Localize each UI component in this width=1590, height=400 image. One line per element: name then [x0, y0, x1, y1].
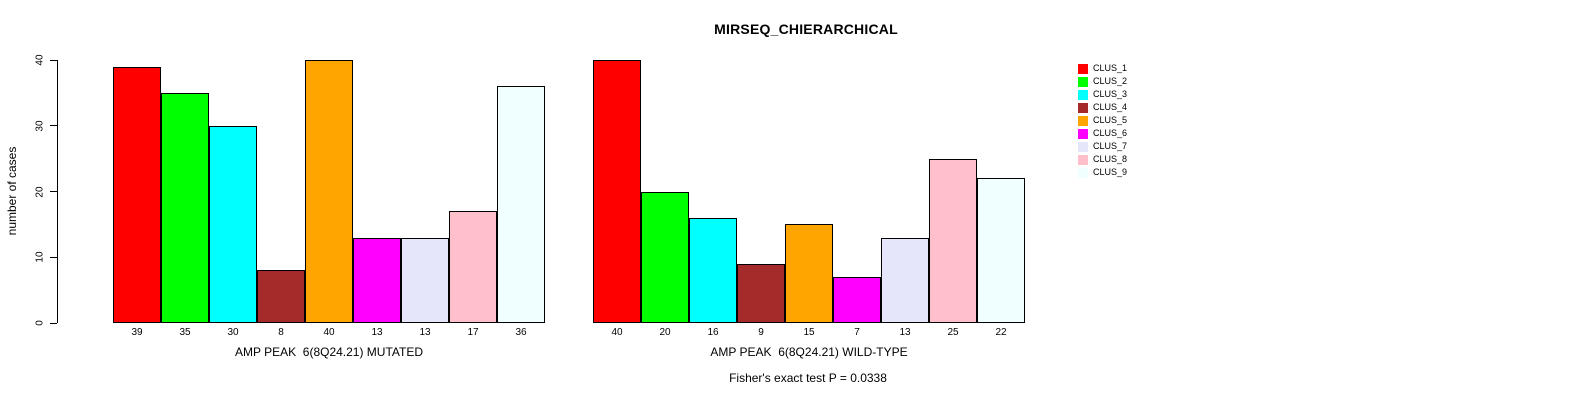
- legend-label: CLUS_1: [1093, 63, 1128, 73]
- bar-clus_2: [161, 92, 209, 323]
- bar-value-label: 25: [947, 327, 959, 338]
- y-axis-tick: [50, 59, 57, 61]
- legend: CLUS_1 CLUS_2 CLUS_3 CLUS_4 CLUS_5 CLUS_6 CLUS…: [1078, 62, 1127, 179]
- y-axis-tick-label: 40: [34, 54, 46, 66]
- bar-value-label: 8: [278, 327, 284, 338]
- legend-item-clus_5: CLUS_5: [1078, 114, 1127, 127]
- bar-value-label: 30: [227, 327, 239, 338]
- y-axis-tick-label: 10: [34, 251, 46, 263]
- legend-label: CLUS_2: [1093, 76, 1128, 86]
- legend-swatch-icon: [1078, 63, 1088, 74]
- bar-value-label: 35: [179, 327, 191, 338]
- bar-clus_3: [209, 125, 257, 323]
- bar-clus_8: [929, 158, 977, 323]
- bar-value-label: 20: [659, 327, 671, 338]
- bar-clus_9: [497, 86, 545, 323]
- bar-value-label: 40: [323, 327, 335, 338]
- bar-clus_9: [977, 178, 1025, 323]
- x-axis-label-mutated: AMP PEAK 6(8Q24.21) MUTATED: [234, 345, 424, 359]
- bar-clus_7: [401, 237, 449, 323]
- bar-value-labels: 40 20 16 9 15 7 13 25 22: [593, 327, 1025, 338]
- bar-value-label: 16: [707, 327, 719, 338]
- bar-value-label: 9: [758, 327, 764, 338]
- y-axis-tick: [50, 191, 57, 192]
- legend-item-clus_6: CLUS_6: [1078, 127, 1127, 140]
- legend-swatch-icon: [1078, 167, 1088, 178]
- bar-value-label: 13: [899, 327, 911, 338]
- y-axis-line: [57, 60, 58, 323]
- bar-clus_2: [641, 191, 689, 323]
- bar-value-labels: 39 35 30 8 40 13 13 17 36: [113, 327, 545, 338]
- bar-clus_1: [113, 66, 161, 323]
- bar-clus_5: [785, 224, 833, 323]
- fisher-test-note: Fisher's exact test P = 0.0338: [729, 371, 887, 385]
- legend-label: CLUS_9: [1093, 167, 1128, 177]
- bar-clus_6: [353, 237, 401, 323]
- bar-clus_5: [305, 60, 353, 323]
- legend-item-clus_3: CLUS_3: [1078, 88, 1127, 101]
- legend-item-clus_1: CLUS_1: [1078, 62, 1127, 75]
- y-axis-tick-label: 20: [34, 185, 46, 198]
- y-axis-label: number of cases: [5, 146, 19, 236]
- bar-clus_8: [449, 211, 497, 323]
- chart-title: MIRSEQ_CHIERARCHICAL: [714, 21, 898, 37]
- legend-item-clus_2: CLUS_2: [1078, 75, 1127, 88]
- legend-swatch-icon: [1078, 128, 1088, 139]
- legend-label: CLUS_5: [1093, 115, 1128, 125]
- bar-value-label: 22: [995, 327, 1007, 338]
- bars-group: [593, 60, 1025, 323]
- bar-value-label: 13: [419, 327, 431, 338]
- y-axis-tick: [50, 125, 57, 127]
- bar-clus_1: [593, 60, 641, 323]
- bar-value-label: 39: [131, 327, 143, 338]
- y-axis-tick: [50, 322, 57, 324]
- legend-label: CLUS_3: [1093, 89, 1128, 99]
- legend-item-clus_8: CLUS_8: [1078, 153, 1127, 166]
- legend-swatch-icon: [1078, 102, 1088, 113]
- legend-label: CLUS_8: [1093, 154, 1128, 164]
- bars-group: [113, 60, 545, 323]
- bar-clus_4: [257, 270, 305, 323]
- bar-clus_3: [689, 217, 737, 323]
- legend-label: CLUS_7: [1093, 141, 1128, 151]
- bar-value-label: 7: [854, 327, 860, 338]
- legend-swatch-icon: [1078, 76, 1088, 87]
- bar-clus_4: [737, 263, 785, 323]
- y-axis-tick-label: 0: [34, 320, 46, 326]
- legend-label: CLUS_6: [1093, 128, 1128, 138]
- legend-swatch-icon: [1078, 115, 1088, 126]
- y-axis-tick: [50, 256, 57, 258]
- legend-item-clus_4: CLUS_4: [1078, 101, 1127, 114]
- bar-value-label: 17: [467, 327, 479, 338]
- legend-swatch-icon: [1078, 141, 1088, 152]
- bar-value-label: 36: [515, 327, 527, 338]
- x-axis-label-wild-type: AMP PEAK 6(8Q24.21) WILD-TYPE: [710, 345, 908, 359]
- legend-swatch-icon: [1078, 89, 1088, 100]
- bar-clus_7: [881, 237, 929, 323]
- bar-value-label: 15: [803, 327, 815, 338]
- legend-label: CLUS_4: [1093, 102, 1128, 112]
- bar-value-label: 40: [611, 327, 623, 338]
- bar-value-label: 13: [371, 327, 383, 338]
- legend-item-clus_9: CLUS_9: [1078, 166, 1127, 179]
- bar-clus_6: [833, 277, 881, 323]
- legend-item-clus_7: CLUS_7: [1078, 140, 1127, 153]
- legend-swatch-icon: [1078, 154, 1088, 165]
- y-axis-tick-label: 30: [34, 120, 46, 132]
